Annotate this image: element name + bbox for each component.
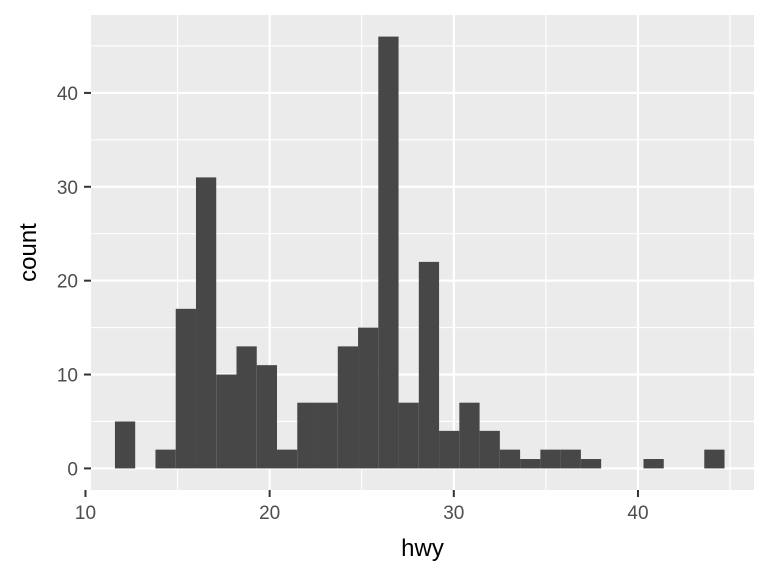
- histogram-bar: [114, 421, 136, 469]
- tick-labels: 10 20 30 40 0 10 20 30 40: [57, 84, 649, 524]
- histogram-bar: [643, 459, 664, 469]
- histogram-bar: [418, 261, 440, 469]
- histogram-bar: [378, 36, 399, 469]
- x-tick-label: 20: [259, 503, 280, 524]
- histogram-bar: [398, 402, 419, 469]
- y-tick-label: 10: [57, 366, 78, 387]
- histogram-bar: [479, 430, 500, 469]
- histogram-bar: [317, 402, 338, 469]
- x-tick-label: 40: [627, 503, 648, 524]
- x-tick-label: 10: [75, 503, 96, 524]
- histogram-bar: [459, 402, 480, 469]
- y-tick-label: 0: [67, 459, 78, 480]
- histogram-bar: [256, 365, 278, 469]
- x-axis-title: hwy: [401, 535, 444, 562]
- histogram-bar: [499, 449, 521, 469]
- y-axis-title: count: [15, 223, 42, 282]
- histogram-bar: [704, 449, 725, 469]
- histogram-bar: [175, 308, 196, 469]
- histogram-bar: [560, 449, 581, 469]
- histogram-bar: [195, 177, 217, 469]
- y-tick-label: 40: [57, 84, 78, 105]
- x-tick-label: 30: [443, 503, 464, 524]
- histogram-bar: [540, 449, 561, 469]
- axis-ticks: [84, 91, 639, 497]
- histogram-bar: [236, 346, 257, 469]
- histogram-bar: [580, 459, 602, 469]
- histogram-bars: [114, 36, 725, 469]
- histogram-bar: [277, 449, 298, 469]
- y-tick-label: 30: [57, 178, 78, 199]
- histogram-bar: [297, 402, 318, 469]
- histogram-bar: [155, 449, 176, 469]
- histogram-bar: [358, 327, 379, 469]
- histogram-bar: [337, 346, 359, 469]
- histogram-bar: [520, 459, 541, 469]
- histogram-bar: [216, 374, 237, 469]
- y-tick-label: 20: [57, 272, 78, 293]
- histogram-bar: [439, 430, 460, 469]
